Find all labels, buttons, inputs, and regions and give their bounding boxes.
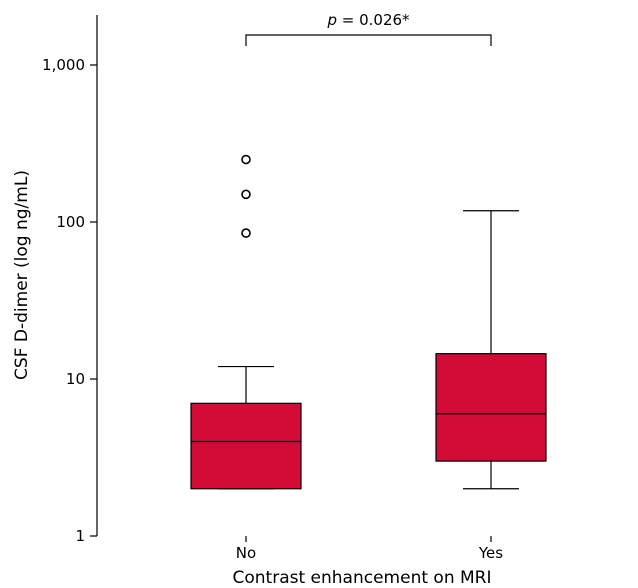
boxes-group — [190, 154, 547, 490]
x-axis-title: Contrast enhancement on MRI — [233, 568, 492, 588]
y-tick-label: 1,000 — [42, 56, 85, 74]
x-axis: No Yes — [236, 536, 503, 562]
outlier-point — [241, 228, 251, 238]
p-value-text: = 0.026* — [337, 11, 410, 29]
x-tick-label: No — [236, 544, 256, 562]
box-yes — [435, 210, 547, 490]
outlier-point — [241, 154, 251, 165]
iqr-box — [190, 402, 302, 490]
y-axis-title: CSF D-dimer (log ng/mL) — [12, 170, 32, 380]
y-tick-label: 10 — [66, 370, 85, 388]
significance-annotation: p = 0.026* — [245, 11, 492, 46]
significance-bracket — [245, 34, 492, 46]
box-no — [190, 154, 302, 490]
iqr-box — [435, 353, 547, 462]
p-symbol: p — [326, 11, 337, 29]
y-tick-label: 100 — [56, 213, 85, 231]
outlier-point — [241, 189, 251, 200]
y-tick-label: 1 — [75, 527, 85, 545]
p-value-label: p = 0.026* — [326, 11, 410, 29]
y-axis: 1 10 100 1,000 — [42, 15, 98, 545]
x-tick-label: Yes — [478, 544, 503, 562]
